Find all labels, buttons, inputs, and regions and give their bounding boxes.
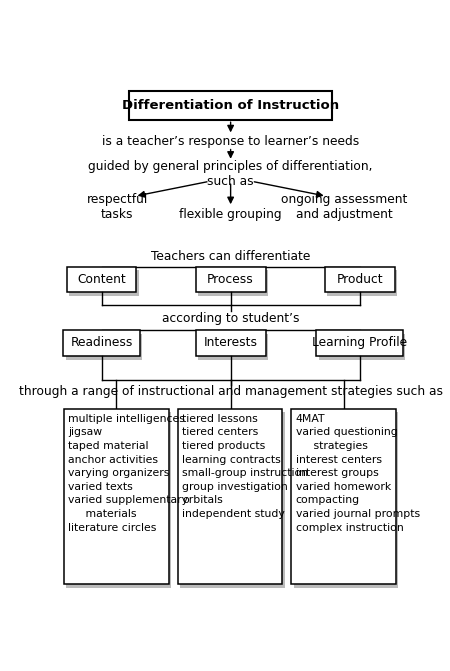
FancyBboxPatch shape [198, 270, 268, 296]
FancyBboxPatch shape [291, 409, 396, 584]
FancyBboxPatch shape [180, 412, 285, 588]
FancyBboxPatch shape [66, 333, 142, 360]
Text: Product: Product [336, 273, 383, 286]
Text: tiered lessons
tiered centers
tiered products
learning contracts
small-group ins: tiered lessons tiered centers tiered pro… [182, 414, 308, 519]
FancyBboxPatch shape [196, 266, 266, 293]
FancyBboxPatch shape [66, 412, 171, 588]
Text: is a teacher’s response to learner’s needs: is a teacher’s response to learner’s nee… [102, 135, 359, 148]
Text: guided by general principles of differentiation,
such as: guided by general principles of differen… [88, 160, 373, 187]
FancyBboxPatch shape [316, 330, 403, 356]
Text: Differentiation of Instruction: Differentiation of Instruction [122, 99, 339, 112]
Text: Content: Content [77, 273, 126, 286]
Text: Readiness: Readiness [70, 336, 133, 350]
FancyBboxPatch shape [319, 333, 406, 360]
FancyBboxPatch shape [69, 270, 139, 296]
FancyBboxPatch shape [64, 409, 169, 584]
Text: Process: Process [207, 273, 254, 286]
FancyBboxPatch shape [327, 270, 397, 296]
FancyBboxPatch shape [196, 330, 266, 356]
Text: flexible grouping: flexible grouping [179, 209, 282, 221]
Text: according to student’s: according to student’s [162, 312, 299, 325]
FancyBboxPatch shape [325, 266, 395, 293]
FancyBboxPatch shape [63, 330, 140, 356]
Text: multiple intelligences
jigsaw
taped material
anchor activities
varying organizer: multiple intelligences jigsaw taped mate… [68, 414, 189, 533]
FancyBboxPatch shape [198, 333, 268, 360]
FancyBboxPatch shape [130, 91, 332, 119]
FancyBboxPatch shape [178, 409, 282, 584]
Text: Interests: Interests [203, 336, 257, 350]
Text: respectful
tasks: respectful tasks [87, 193, 148, 221]
FancyBboxPatch shape [67, 266, 136, 293]
Text: through a range of instructional and management strategies such as: through a range of instructional and man… [18, 385, 443, 398]
Text: Teachers can differentiate: Teachers can differentiate [151, 250, 310, 262]
Text: Learning Profile: Learning Profile [312, 336, 407, 350]
Text: ongoing assessment
and adjustment: ongoing assessment and adjustment [281, 193, 407, 221]
FancyBboxPatch shape [294, 412, 398, 588]
Text: 4MAT
varied questioning
     strategies
interest centers
interest groups
varied : 4MAT varied questioning strategies inter… [296, 414, 420, 533]
